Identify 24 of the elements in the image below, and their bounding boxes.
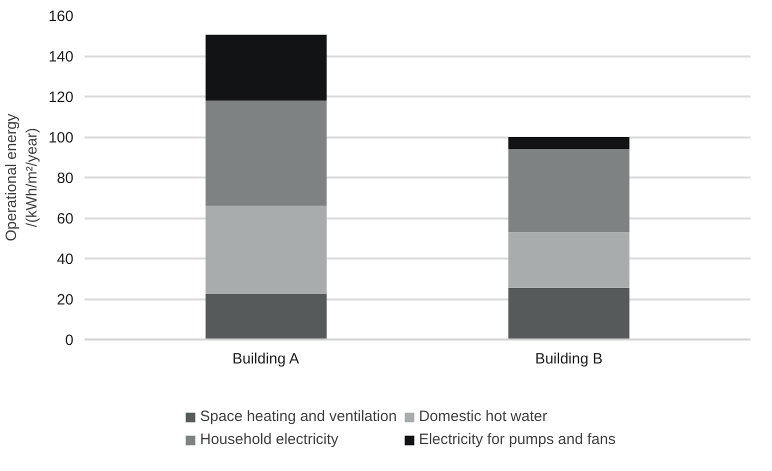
bar [508, 288, 630, 340]
bar [508, 149, 630, 232]
legend-label: Domestic hot water [418, 408, 548, 425]
y-tick-label: 140 [48, 48, 74, 66]
y-tick-label: 40 [56, 251, 74, 268]
bar [206, 100, 327, 206]
y-tick-label: 160 [48, 8, 74, 25]
bar [508, 232, 630, 288]
y-axis-title: Operational energy /(kWh/m²/year) [3, 113, 40, 242]
bar [206, 206, 327, 294]
legend-label: Space heating and ventilation [200, 408, 397, 425]
bar [206, 294, 327, 340]
legend-label: Household electricity [200, 431, 338, 448]
y-tick-label: 60 [56, 210, 74, 228]
y-tick-label: 0 [65, 332, 74, 349]
bar [206, 34, 327, 101]
x-tick-label: Building B [535, 350, 603, 368]
legend-label: Electricity for pumps and fans [418, 431, 616, 448]
y-tick-label: 20 [56, 292, 74, 308]
y-tick-label: 100 [48, 130, 74, 146]
y-tick-label: 120 [48, 89, 74, 106]
y-tick-label: 80 [56, 170, 74, 187]
x-tick-label: Building A [232, 350, 300, 368]
bar [508, 137, 630, 150]
